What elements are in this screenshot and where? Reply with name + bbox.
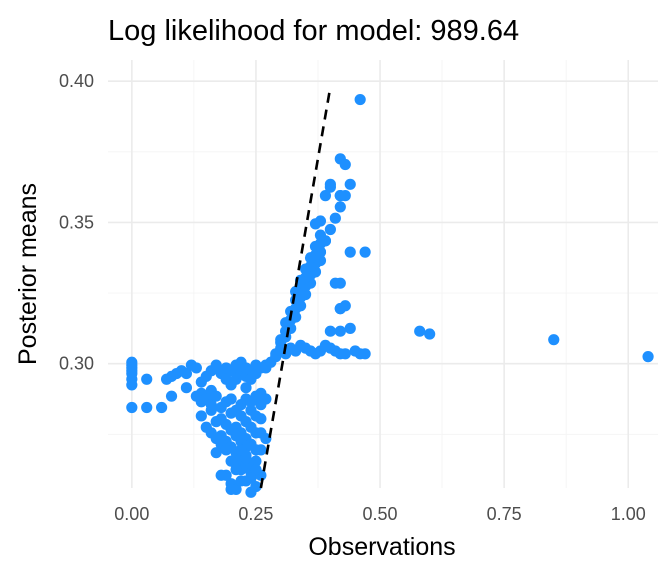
data-point <box>250 464 262 476</box>
data-point <box>319 190 332 202</box>
data-point <box>240 452 252 464</box>
data-point <box>255 413 267 425</box>
data-point <box>548 334 560 346</box>
x-axis-label: Observations <box>308 533 455 561</box>
data-point <box>180 382 193 394</box>
data-point <box>304 252 317 264</box>
data-point <box>180 367 193 380</box>
data-point <box>235 444 247 456</box>
data-point <box>299 263 312 275</box>
data-point <box>255 444 267 456</box>
data-point <box>414 325 426 337</box>
data-point <box>210 359 222 371</box>
data-point <box>339 158 351 171</box>
data-point <box>225 393 237 405</box>
data-point <box>324 325 336 337</box>
x-tick-labels: 0.00 0.25 0.50 0.75 1.00 <box>114 504 645 524</box>
data-point <box>260 393 272 405</box>
data-point <box>235 475 247 487</box>
data-point <box>329 212 341 224</box>
data-points <box>126 93 654 498</box>
data-point <box>245 472 257 484</box>
plot-background <box>108 60 658 488</box>
data-point <box>215 469 227 481</box>
data-point <box>195 410 207 422</box>
data-point <box>275 334 287 346</box>
x-tick-label: 0.50 <box>362 504 397 524</box>
data-point <box>141 373 153 385</box>
x-tick-label: 1.00 <box>611 504 646 524</box>
y-tick-label: 0.30 <box>59 354 94 374</box>
x-tick-label: 0.75 <box>487 504 522 524</box>
y-axis-label: Posterior means <box>14 183 42 365</box>
grid-minor <box>108 60 658 488</box>
data-point <box>126 401 138 414</box>
data-point <box>344 322 356 334</box>
data-point <box>329 277 341 289</box>
data-point <box>309 218 322 230</box>
data-point <box>156 401 168 414</box>
y-tick-labels: 0.30 0.35 0.40 <box>59 71 94 374</box>
data-point <box>290 286 302 298</box>
data-point <box>205 404 217 416</box>
data-point <box>344 178 356 190</box>
data-point <box>141 401 153 414</box>
data-point <box>165 390 178 402</box>
y-tick-label: 0.35 <box>59 212 94 232</box>
data-point <box>210 390 222 402</box>
data-point <box>250 480 262 493</box>
data-point <box>324 223 336 236</box>
data-point <box>334 201 346 213</box>
data-point <box>334 303 346 315</box>
data-point <box>339 348 351 360</box>
data-point <box>642 351 654 363</box>
data-point <box>210 416 222 428</box>
data-point <box>334 325 346 337</box>
data-point <box>359 246 371 258</box>
y-tick-label: 0.40 <box>59 71 94 91</box>
data-point <box>334 190 346 202</box>
data-point <box>359 348 371 360</box>
data-point <box>309 240 322 253</box>
grid-major <box>108 60 658 488</box>
data-point <box>210 447 222 459</box>
data-point <box>190 362 202 374</box>
data-point <box>240 382 252 394</box>
data-point <box>354 93 366 106</box>
data-point <box>424 328 436 340</box>
data-point <box>324 178 336 190</box>
data-point <box>230 464 242 476</box>
x-tick-label: 0.25 <box>238 504 273 524</box>
data-point <box>344 246 356 258</box>
x-tick-label: 0.00 <box>114 504 149 524</box>
data-point <box>126 379 138 391</box>
data-point <box>220 444 232 456</box>
data-point <box>314 229 327 241</box>
data-point <box>225 407 237 419</box>
data-point <box>280 317 292 329</box>
chart-title: Log likelihood for model: 989.64 <box>108 15 519 47</box>
data-point <box>225 483 237 496</box>
